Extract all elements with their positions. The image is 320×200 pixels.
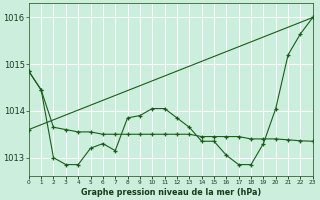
X-axis label: Graphe pression niveau de la mer (hPa): Graphe pression niveau de la mer (hPa) [81,188,261,197]
